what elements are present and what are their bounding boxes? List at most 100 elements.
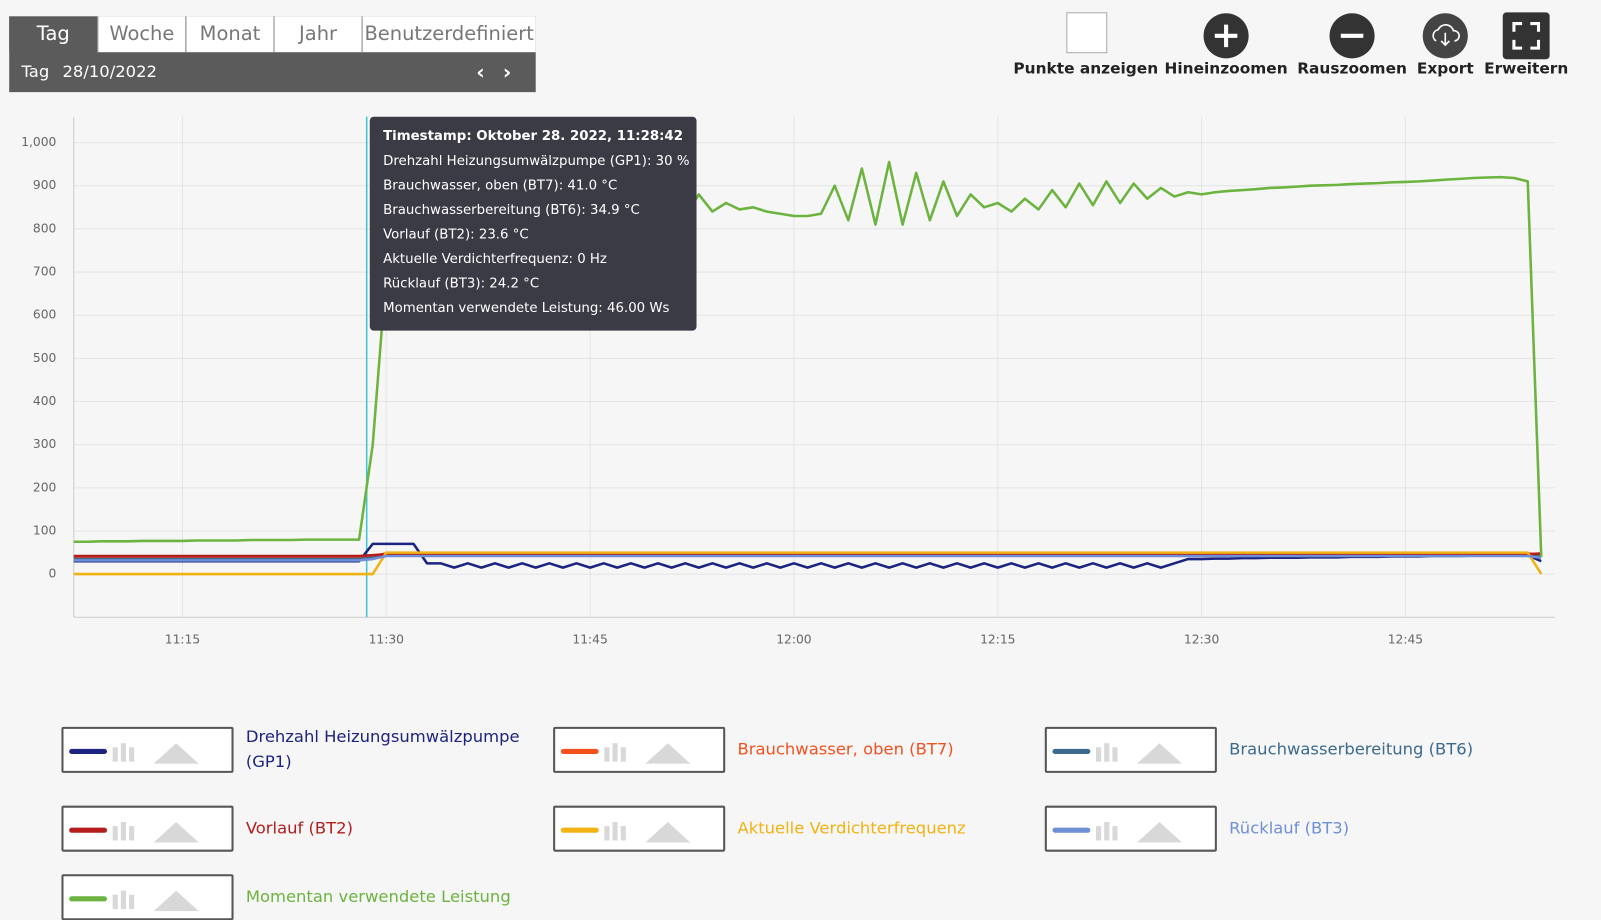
y-tick-label: 1,000 [21, 135, 56, 149]
expand-icon[interactable] [1502, 12, 1550, 60]
series-line [73, 554, 1542, 562]
legend-box [61, 805, 234, 852]
legend-area [153, 890, 199, 912]
legend-bars [620, 747, 626, 762]
legend-bars [604, 747, 610, 762]
action-label: Hineinzoomen [1164, 59, 1288, 78]
zoom-out-icon[interactable] [1329, 12, 1376, 59]
prev-button[interactable]: ‹ [476, 59, 485, 84]
y-tick-label: 600 [33, 308, 56, 322]
legend-bars [1104, 743, 1110, 762]
legend-label: Momentan verwendete Leistung [245, 886, 511, 906]
y-tick-label: 900 [33, 178, 56, 192]
tooltip-line: Rücklauf (BT3): 24.2 °C [383, 276, 540, 292]
tooltip-line: Brauchwasserbereitung (BT6): 34.9 °C [383, 202, 640, 219]
x-tick-label: 12:15 [980, 632, 1015, 646]
tooltip-line: Brauchwasser, oben (BT7): 41.0 °C [383, 178, 618, 194]
legend-label: Aktuelle Verdichterfrequenz [737, 817, 966, 838]
series-line [73, 551, 1543, 576]
legend-icon [1052, 822, 1183, 843]
checkbox[interactable] [1066, 12, 1108, 54]
y-tick-label: 400 [33, 394, 56, 408]
legend-bars [612, 743, 618, 762]
y-tick-label: 700 [33, 265, 56, 279]
legend-bars [1096, 747, 1102, 762]
y-tick-label: 800 [33, 221, 56, 235]
legend-box [61, 874, 234, 920]
legend-label: Vorlauf (BT2) [245, 817, 353, 838]
zoom-in-icon[interactable] [1203, 12, 1250, 59]
tab[interactable]: Monat [185, 16, 274, 53]
period-label: Tag [21, 61, 50, 81]
legend-bars [1104, 822, 1110, 841]
action-label: Punkte anzeigen [1013, 59, 1159, 78]
tab[interactable]: Benutzerdefiniert [361, 16, 536, 53]
legend-box [553, 726, 726, 773]
legend-bars [129, 747, 135, 762]
tooltip-title: Timestamp: Oktober 28. 2022, 11:28:42 [383, 128, 683, 145]
legend-box [1044, 726, 1217, 773]
x-tick-label: 11:45 [572, 632, 607, 646]
tab[interactable]: Tag [9, 16, 98, 53]
legend-area [645, 822, 691, 843]
tooltip-line: Momentan verwendete Leistung: 46.00 Ws [383, 300, 670, 317]
legend-bars [112, 894, 118, 910]
legend-label: Brauchwasserbereitung (BT6) [1229, 739, 1474, 759]
y-tick-label: 200 [33, 480, 56, 494]
y-tick-label: 300 [33, 437, 56, 451]
series-line [73, 160, 1543, 557]
legend-icon [69, 822, 199, 843]
action-label: Export [1416, 59, 1474, 78]
next-button[interactable]: › [502, 59, 512, 84]
legend-bars [1112, 747, 1118, 762]
legend-bars [112, 747, 118, 762]
legend-area [153, 822, 199, 843]
tab[interactable]: Woche [97, 16, 186, 53]
legend-bars [120, 890, 126, 910]
legend-area [1136, 822, 1183, 843]
action-label: Erweitern [1484, 59, 1569, 78]
y-tick-label: 100 [33, 523, 56, 537]
tooltip-line: Drehzahl Heizungsumwälzpumpe (GP1): 30 % [383, 153, 690, 169]
legend-label: Rücklauf (BT3) [1229, 817, 1350, 838]
legend-bars [112, 826, 118, 841]
export-icon[interactable] [1422, 12, 1469, 59]
x-tick-label: 11:30 [369, 632, 404, 646]
legend-label: Brauchwasser, oben (BT7) [737, 739, 954, 759]
legend-bars [120, 822, 126, 841]
legend-label: Drehzahl Heizungsumwälzpumpe (GP1) [245, 726, 520, 771]
legend-icon [69, 890, 199, 912]
legend-area [1136, 743, 1183, 764]
tooltip: Timestamp: Oktober 28. 2022, 11:28:42 Dr… [369, 116, 697, 331]
date-label: 28/10/2022 [62, 61, 157, 81]
legend-bars [1112, 826, 1118, 841]
legend-icon [560, 822, 691, 843]
chart: 0 100 200 300 400 500 600 700 800 900 1,000 11:15 11… [21, 116, 1555, 646]
tooltip-line: Aktuelle Verdichterfrequenz: 0 Hz [383, 251, 607, 268]
legend-bars [612, 822, 618, 841]
legend-box [1044, 805, 1217, 852]
legend-icon [69, 743, 199, 764]
series-line [73, 552, 1542, 558]
tab[interactable]: Jahr [273, 16, 362, 53]
x-tick-label: 12:30 [1184, 632, 1219, 646]
legend-bars [129, 894, 135, 910]
legend-bars [620, 826, 626, 841]
y-tick-label: 0 [49, 567, 57, 581]
legend-bars [129, 826, 135, 841]
x-tick-label: 11:15 [165, 632, 200, 646]
plot-area [73, 116, 1555, 618]
x-tick-label: 12:00 [776, 632, 811, 646]
legend-icon [560, 743, 691, 764]
legend-bars [120, 743, 126, 762]
legend-box [553, 805, 726, 852]
legend-area [645, 743, 691, 764]
legend-box [61, 726, 234, 773]
legend-bars [1096, 826, 1102, 841]
x-tick-label: 12:45 [1388, 632, 1423, 646]
action-label: Rauszoomen [1297, 59, 1407, 78]
y-tick-label: 500 [33, 351, 56, 365]
legend-area [153, 743, 199, 764]
legend-bars [604, 826, 610, 841]
